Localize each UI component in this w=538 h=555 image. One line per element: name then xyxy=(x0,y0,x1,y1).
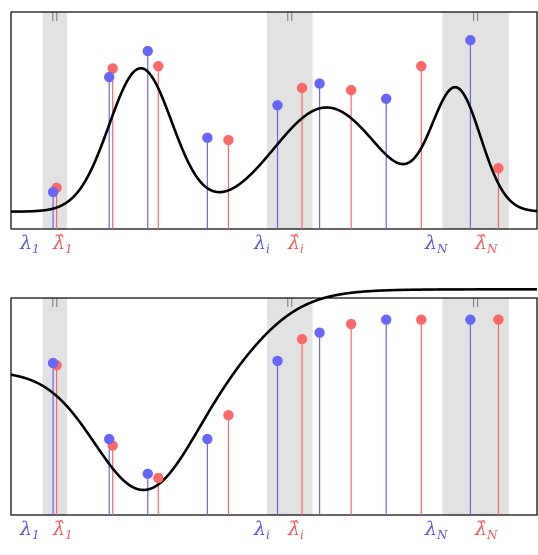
top-curve xyxy=(10,66,538,213)
blue-point-3 xyxy=(202,132,213,144)
red-point-6 xyxy=(416,314,427,325)
top-label-lambda-n: λN xyxy=(424,232,448,256)
blue-point-6 xyxy=(381,93,392,105)
red-point-1 xyxy=(107,63,118,74)
top-label-lambda-hat-n: λ̂N xyxy=(474,232,498,256)
red-point-2 xyxy=(153,61,164,72)
blue-point-1 xyxy=(103,71,115,83)
red-point-2 xyxy=(153,472,164,484)
red-point-4 xyxy=(296,334,308,345)
blue-point-2 xyxy=(142,468,153,479)
bottom-label-lambda-hat-n: λ̂N xyxy=(474,518,498,542)
bottom-label-lambda-i: λi xyxy=(253,518,270,542)
top-label-lambda-hat-1: λ̂1 xyxy=(52,232,73,256)
bottom-dots xyxy=(47,314,504,484)
blue-point-2 xyxy=(142,45,153,57)
red-point-3 xyxy=(223,409,234,421)
band-1 xyxy=(266,298,313,515)
top-label-lambda-1: λ1 xyxy=(19,232,40,256)
red-point-4 xyxy=(296,82,308,94)
blue-point-0 xyxy=(47,357,59,369)
red-point-3 xyxy=(223,134,234,146)
blue-point-5 xyxy=(314,78,325,89)
red-point-6 xyxy=(416,61,427,72)
blue-point-3 xyxy=(202,433,213,445)
bottom-label-lambda-hat-1: λ̂1 xyxy=(52,518,73,542)
top-dots xyxy=(47,35,504,198)
band-1 xyxy=(266,12,313,229)
top-panel-frame xyxy=(10,11,538,230)
blue-point-7 xyxy=(465,314,476,325)
bottom-panel xyxy=(10,288,538,516)
top-panel xyxy=(10,11,538,230)
top-label-lambda-i: λi xyxy=(253,232,270,256)
blue-point-6 xyxy=(381,314,392,325)
red-point-5 xyxy=(345,318,357,330)
red-point-7 xyxy=(493,163,504,174)
bottom-labels: λ1 λ̂1 λi λ̂i λN λ̂N xyxy=(19,518,498,542)
bottom-label-lambda-hat-i: λ̂i xyxy=(287,518,304,542)
bottom-panel-frame xyxy=(10,297,538,516)
blue-point-7 xyxy=(465,35,476,46)
blue-point-5 xyxy=(314,327,325,338)
band-0 xyxy=(42,298,68,515)
top-label-lambda-hat-i: λ̂i xyxy=(287,232,304,256)
bottom-stems xyxy=(52,319,500,515)
bottom-label-lambda-1: λ1 xyxy=(19,518,40,542)
blue-point-4 xyxy=(272,355,283,367)
bottom-curve xyxy=(10,288,538,492)
blue-point-4 xyxy=(272,100,283,111)
red-point-5 xyxy=(345,84,357,96)
blue-point-0 xyxy=(47,186,59,198)
blue-point-1 xyxy=(103,433,115,445)
bottom-label-lambda-n: λN xyxy=(424,518,448,542)
top-labels: λ1 λ̂1 λi λ̂i λN λ̂N xyxy=(19,232,498,256)
red-point-7 xyxy=(493,314,504,325)
